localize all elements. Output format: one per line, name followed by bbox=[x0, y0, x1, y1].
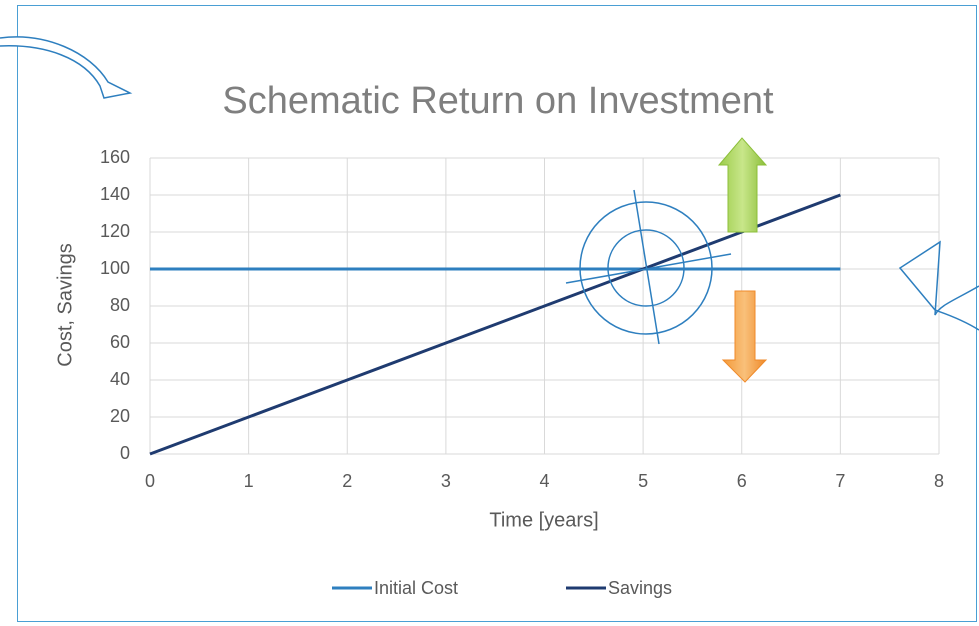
y-tick-label: 160 bbox=[100, 147, 130, 167]
y-tick-label: 40 bbox=[110, 369, 130, 389]
curved-arrow bbox=[0, 36, 133, 99]
up-arrow bbox=[717, 137, 768, 233]
x-tick-label: 4 bbox=[539, 471, 549, 491]
series-line bbox=[149, 193, 841, 456]
x-tick-label: 8 bbox=[934, 471, 944, 491]
x-tick-label: 7 bbox=[835, 471, 845, 491]
y-tick-label: 80 bbox=[110, 295, 130, 315]
y-tick-label: 120 bbox=[100, 221, 130, 241]
y-tick-label: 100 bbox=[100, 258, 130, 278]
legend: Initial Cost Savings bbox=[332, 578, 672, 598]
y-tick-label: 0 bbox=[120, 443, 130, 463]
y-tick-label: 60 bbox=[110, 332, 130, 352]
legend-label: Initial Cost bbox=[374, 578, 458, 598]
chart-border bbox=[17, 5, 977, 622]
x-tick-label: 1 bbox=[244, 471, 254, 491]
x-tick-label: 0 bbox=[145, 471, 155, 491]
y-tick-label: 20 bbox=[110, 406, 130, 426]
x-tick-label: 6 bbox=[737, 471, 747, 491]
x-tick-label: 2 bbox=[342, 471, 352, 491]
x-tick-label: 3 bbox=[441, 471, 451, 491]
legend-label: Savings bbox=[608, 578, 672, 598]
x-tick-label: 5 bbox=[638, 471, 648, 491]
curved-arrow bbox=[898, 240, 979, 331]
x-axis-label: Time [years] bbox=[489, 509, 598, 531]
y-tick-label: 140 bbox=[100, 184, 130, 204]
y-axis-label: Cost, Savings bbox=[54, 243, 76, 366]
chart-title: Schematic Return on Investment bbox=[222, 80, 774, 122]
down-arrow bbox=[721, 290, 768, 383]
plot-area: 0 20 40 60 80 100 120 140 160 0 1 2 3 4 5 6 7 8 bbox=[100, 147, 944, 491]
target bbox=[565, 189, 732, 345]
